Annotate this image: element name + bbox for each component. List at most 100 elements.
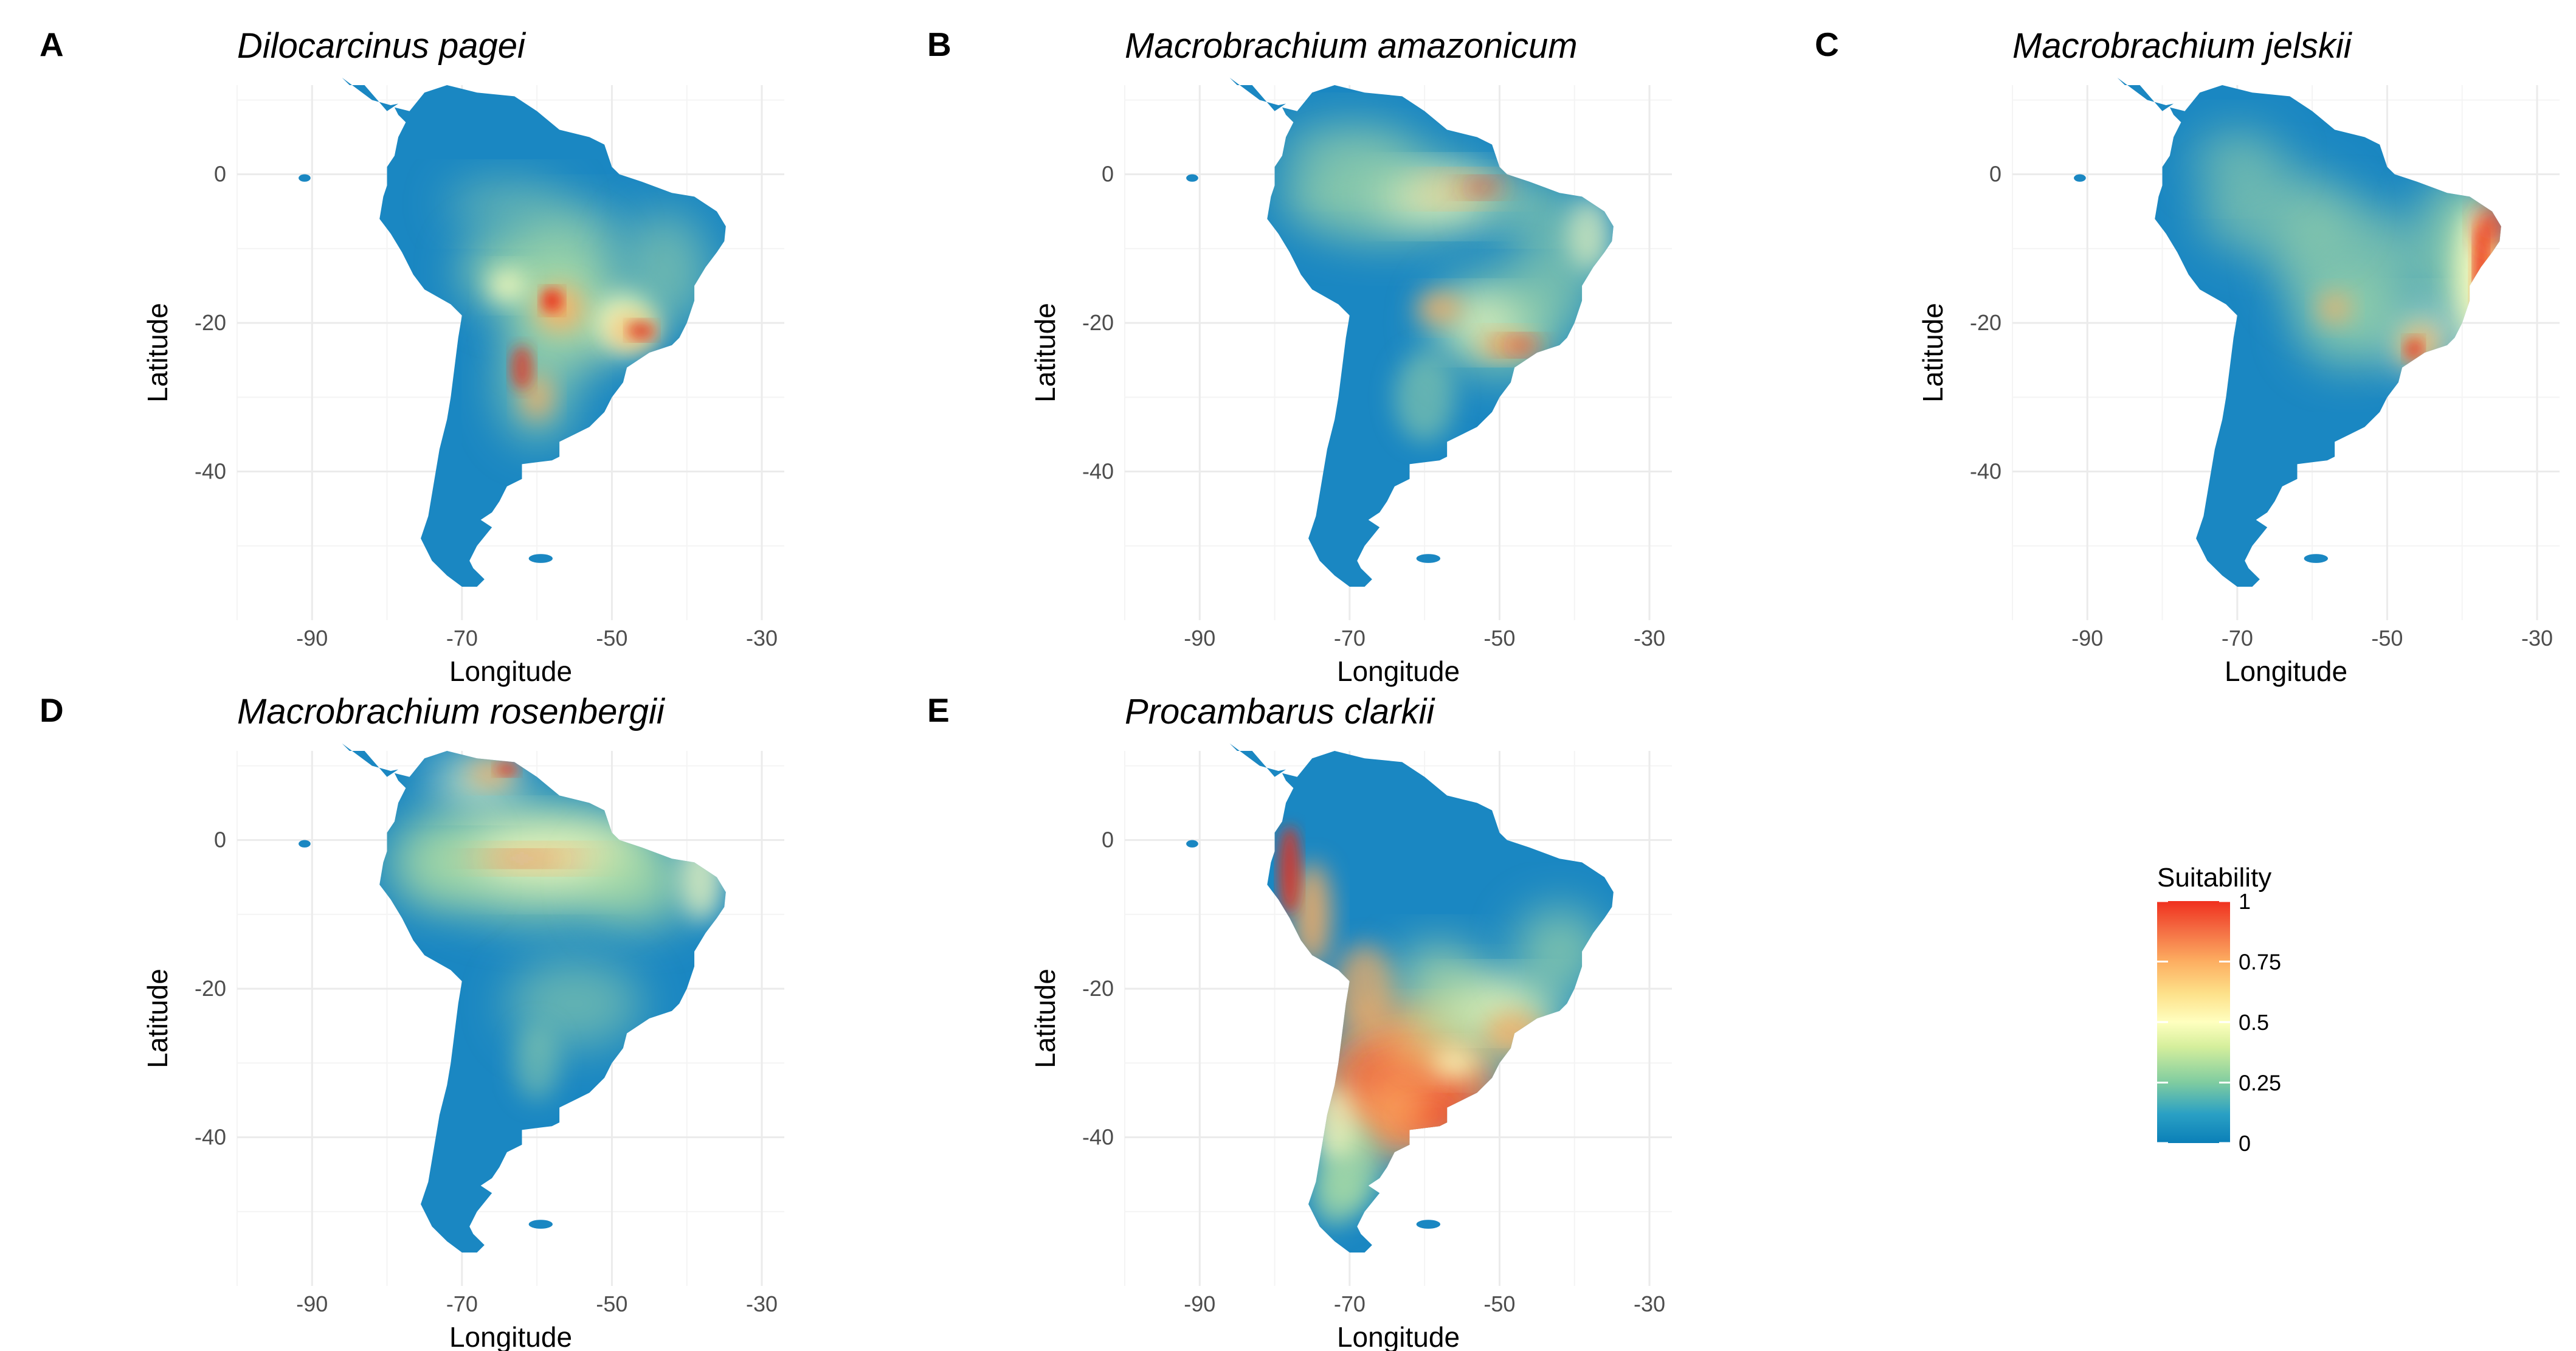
legend-colorbar — [2157, 901, 2230, 1143]
suitability-patch — [1312, 1085, 1358, 1160]
suitability-patch — [387, 818, 477, 907]
legend-tick-label: 0.25 — [2239, 1071, 2281, 1096]
y-tick-label: 0 — [1102, 162, 1114, 187]
suitability-hotspots — [447, 181, 710, 442]
y-tick-label: -20 — [1970, 310, 2001, 335]
suitability-patch — [2477, 204, 2501, 249]
suitability-map — [299, 743, 726, 1253]
falkland-islands — [528, 1220, 553, 1229]
suitability-patch — [1312, 1167, 1358, 1227]
suitability-patch — [1282, 122, 1417, 182]
legend-title: Suitability — [2157, 863, 2271, 893]
y-tick-label: 0 — [1989, 162, 2001, 187]
suitability-hotspots — [1278, 825, 1605, 1227]
x-axis-title: Longitude — [2225, 655, 2347, 687]
suitability-patch — [1567, 196, 1612, 271]
galapagos-islands — [2074, 174, 2086, 182]
panel-species-title: Macrobrachium amazonicum — [1125, 26, 1578, 66]
suitability-hotspots — [387, 758, 725, 1100]
suitability-patch — [1349, 1070, 1440, 1145]
y-axis-title: Latitude — [142, 303, 173, 403]
central-america — [2117, 77, 2174, 111]
suitability-patch — [2192, 130, 2282, 190]
suitability-patch — [1394, 944, 1485, 1004]
x-tick-label: -70 — [446, 626, 478, 651]
y-tick-label: -40 — [1082, 459, 1114, 484]
suitability-patch — [589, 840, 695, 930]
x-tick-label: -70 — [1334, 626, 1366, 651]
panel-species-title: Dilocarcinus pagei — [237, 26, 527, 66]
x-tick-label: -70 — [446, 1291, 478, 1316]
suitability-patch — [514, 1026, 560, 1100]
suitability-hotspots — [1282, 122, 1612, 442]
falkland-islands — [1416, 1220, 1441, 1229]
panel-species-title: Procambarus clarkii — [1125, 692, 1435, 731]
panel-c: -90 -70 -50 -30 0 -20 -40 Longitude Latitude C Mac… — [1815, 26, 2560, 687]
suitability-map — [1186, 743, 1614, 1253]
panel-d: -90 -70 -50 -30 0 -20 -40 Longitude Latitude D Mac… — [40, 691, 784, 1351]
x-tick-label: -50 — [2371, 626, 2403, 651]
panel-species-title: Macrobrachium rosenbergii — [237, 692, 666, 731]
x-tick-label: -90 — [2071, 626, 2103, 651]
suitability-patch — [1394, 353, 1455, 442]
panel-b: -90 -70 -50 -30 0 -20 -40 Longitude Latitude B Mac… — [927, 26, 1672, 687]
panel-gridlines — [2012, 85, 2560, 620]
y-tick-label: 0 — [1102, 828, 1114, 852]
panel-letter: B — [927, 26, 951, 63]
y-tick-label: -20 — [1082, 976, 1114, 1001]
x-tick-label: -50 — [596, 1291, 627, 1316]
panel-a: -90 -70 -50 -30 0 -20 -40 Longitude Latitude A Dil… — [40, 26, 784, 687]
x-tick-label: -30 — [1634, 1291, 1665, 1316]
suitability-patch — [1432, 1048, 1477, 1078]
x-tick-label: -50 — [1483, 1291, 1515, 1316]
panel-letter: A — [40, 26, 64, 63]
suitability-patch — [1335, 944, 1395, 1034]
legend-tick-label: 1 — [2239, 889, 2251, 914]
legend: Suitability 1 0.75 0.5 0.25 0 — [2157, 863, 2281, 1156]
x-tick-label: -90 — [296, 1291, 328, 1316]
falkland-islands — [528, 554, 553, 563]
suitability-patch — [619, 211, 710, 331]
y-axis-title: Latitude — [1917, 303, 1949, 403]
y-tick-label: 0 — [214, 828, 226, 852]
suitability-patch — [1514, 907, 1605, 997]
suitability-patch — [541, 288, 563, 313]
suitability-patch — [2404, 337, 2423, 361]
suitability-patch — [679, 832, 725, 922]
suitability-patch — [529, 204, 620, 264]
y-tick-label: 0 — [214, 162, 226, 187]
x-tick-label: -70 — [2222, 626, 2253, 651]
suitability-map — [2074, 77, 2501, 587]
y-tick-label: -20 — [195, 310, 226, 335]
suitability-map — [299, 77, 726, 587]
x-tick-label: -50 — [1483, 626, 1515, 651]
suitability-patch — [506, 959, 642, 1048]
panel-letter: E — [927, 691, 950, 729]
x-axis-title: Longitude — [1337, 655, 1460, 687]
x-axis-title: Longitude — [1337, 1321, 1460, 1351]
central-america — [1229, 743, 1286, 777]
suitability-patch — [1503, 338, 1541, 352]
x-tick-label: -50 — [596, 626, 627, 651]
galapagos-islands — [1186, 174, 1198, 182]
suitability-patch — [488, 271, 526, 301]
x-tick-label: -30 — [2521, 626, 2553, 651]
x-tick-label: -90 — [1184, 626, 1215, 651]
suitability-patch — [1417, 293, 1462, 323]
suitability-patch — [447, 181, 567, 227]
panel-e: -90 -70 -50 -30 0 -20 -40 Longitude Latitude E Pro… — [927, 691, 1672, 1351]
x-tick-label: -90 — [296, 626, 328, 651]
panel-letter: C — [1815, 26, 1839, 63]
central-america — [342, 77, 399, 111]
y-tick-label: -40 — [195, 1125, 226, 1150]
galapagos-islands — [299, 840, 311, 848]
y-axis-title: Latitude — [1029, 303, 1061, 403]
legend-tick-label: 0.5 — [2239, 1010, 2269, 1035]
y-axis-title: Latitude — [1029, 969, 1061, 1068]
x-tick-label: -30 — [746, 1291, 778, 1316]
y-tick-label: -40 — [1082, 1125, 1114, 1150]
y-tick-label: -40 — [1970, 459, 2001, 484]
suitability-map — [1186, 77, 1614, 587]
suitability-patch — [469, 853, 575, 864]
y-tick-label: -40 — [195, 459, 226, 484]
